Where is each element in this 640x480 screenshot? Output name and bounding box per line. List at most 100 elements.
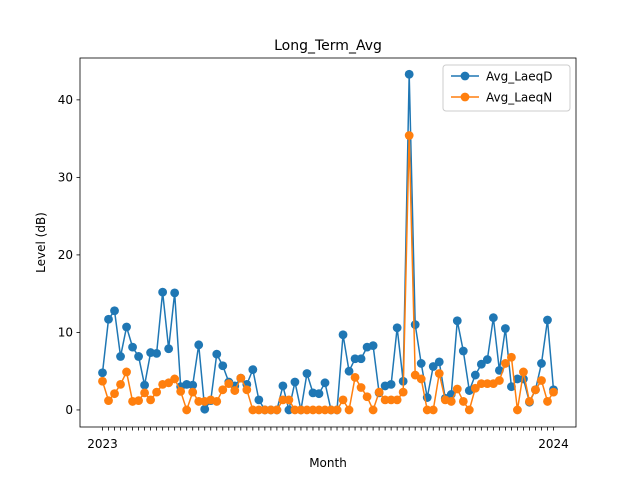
data-point — [104, 314, 113, 324]
data-point — [537, 376, 546, 385]
data-point — [266, 405, 276, 415]
data-point — [326, 405, 336, 415]
y-axis-label: Level (dB) — [34, 212, 48, 273]
data-point — [158, 287, 168, 297]
data-point — [531, 385, 540, 395]
data-point — [140, 380, 149, 390]
data-point — [338, 395, 348, 405]
data-point — [525, 397, 534, 406]
data-point — [218, 385, 228, 395]
data-point — [428, 405, 438, 415]
data-point — [368, 405, 378, 415]
data-point — [410, 320, 420, 330]
data-point — [182, 405, 192, 415]
data-point — [488, 313, 498, 323]
data-point — [110, 389, 119, 399]
y-tick-label: 40 — [58, 93, 73, 107]
data-point — [362, 392, 372, 402]
data-point — [458, 346, 468, 356]
series-line — [101, 73, 555, 411]
data-point — [452, 384, 462, 394]
data-point — [332, 405, 342, 415]
data-point — [320, 378, 330, 388]
data-point — [500, 324, 510, 333]
data-point — [170, 288, 180, 298]
data-point — [458, 397, 468, 406]
data-point — [314, 389, 324, 399]
data-point — [314, 405, 324, 415]
data-point — [164, 344, 174, 354]
data-point — [404, 69, 414, 79]
data-point — [386, 379, 396, 389]
data-point — [416, 374, 426, 384]
data-point — [543, 397, 552, 406]
data-point — [386, 395, 396, 405]
x-axis-ticks: 2023 2024 — [87, 427, 569, 451]
data-point — [543, 315, 552, 325]
data-point — [507, 382, 516, 392]
plot-frame — [79, 57, 577, 428]
data-point — [194, 340, 204, 350]
data-point — [507, 352, 516, 362]
legend-label: Avg_LaeqD — [486, 70, 553, 84]
legend-marker — [460, 71, 470, 81]
data-point — [350, 372, 360, 382]
data-point — [122, 367, 131, 377]
data-point — [380, 395, 390, 405]
y-tick-label: 0 — [65, 403, 73, 417]
x-tick-label: 2024 — [538, 437, 569, 451]
data-point — [513, 405, 522, 415]
data-point — [146, 395, 156, 405]
data-point — [284, 395, 294, 405]
data-point — [476, 379, 486, 388]
chart-title: Long_Term_Avg — [274, 38, 382, 54]
data-point — [368, 341, 378, 351]
data-point — [152, 387, 162, 397]
data-point — [242, 385, 252, 395]
legend-marker — [460, 92, 470, 102]
data-point — [513, 374, 522, 384]
data-point — [476, 359, 486, 369]
data-point — [230, 386, 240, 395]
data-point — [248, 405, 258, 415]
data-point — [494, 376, 504, 385]
data-point — [470, 383, 480, 393]
data-point — [519, 367, 528, 377]
data-point — [236, 373, 246, 383]
data-point — [212, 349, 222, 359]
data-point — [284, 405, 294, 415]
data-point — [248, 365, 258, 375]
data-point — [452, 316, 462, 326]
data-point — [254, 395, 264, 405]
series-layer — [98, 69, 558, 415]
data-point — [344, 366, 354, 376]
data-point — [224, 379, 234, 388]
data-point — [170, 374, 180, 384]
y-tick-label: 20 — [58, 248, 73, 262]
data-point — [392, 323, 402, 333]
data-point — [428, 362, 438, 371]
data-point — [296, 405, 306, 415]
data-point — [482, 379, 492, 388]
data-point — [110, 306, 119, 316]
data-point — [134, 352, 143, 361]
data-point — [374, 387, 384, 397]
data-point — [290, 377, 300, 387]
data-point — [98, 376, 107, 386]
y-tick-label: 10 — [58, 325, 73, 339]
data-point — [422, 405, 432, 415]
data-point — [290, 405, 300, 415]
y-axis-ticks: 0 10 20 30 40 — [58, 93, 80, 417]
data-point — [302, 369, 312, 378]
data-point — [500, 359, 510, 368]
data-point — [398, 387, 408, 397]
data-point — [218, 361, 228, 371]
data-point — [188, 387, 198, 397]
legend-label: Avg_LaeqN — [486, 91, 552, 105]
data-point — [98, 368, 107, 378]
data-point — [344, 405, 354, 415]
data-point — [116, 379, 125, 389]
data-point — [122, 322, 131, 332]
data-point — [254, 405, 264, 415]
